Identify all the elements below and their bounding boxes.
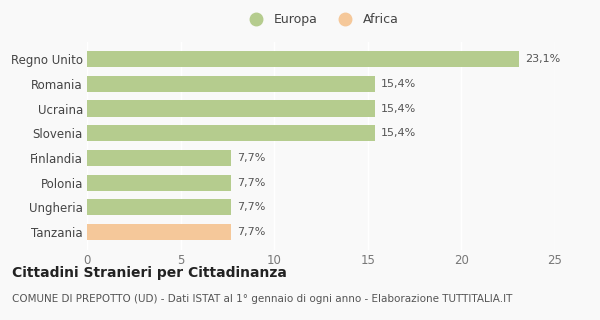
Bar	[87, 199, 231, 215]
Legend: Europa, Africa: Europa, Africa	[239, 8, 403, 31]
Bar	[87, 175, 231, 191]
Text: COMUNE DI PREPOTTO (UD) - Dati ISTAT al 1° gennaio di ogni anno - Elaborazione T: COMUNE DI PREPOTTO (UD) - Dati ISTAT al …	[12, 294, 512, 304]
Bar	[87, 224, 231, 240]
Bar	[87, 150, 231, 166]
Text: 7,7%: 7,7%	[237, 227, 265, 237]
Bar	[87, 76, 375, 92]
Bar	[87, 51, 520, 67]
Text: 7,7%: 7,7%	[237, 178, 265, 188]
Text: 15,4%: 15,4%	[381, 104, 416, 114]
Text: Cittadini Stranieri per Cittadinanza: Cittadini Stranieri per Cittadinanza	[12, 266, 287, 280]
Text: 23,1%: 23,1%	[525, 54, 560, 64]
Text: 15,4%: 15,4%	[381, 79, 416, 89]
Bar	[87, 100, 375, 116]
Bar	[87, 125, 375, 141]
Text: 7,7%: 7,7%	[237, 202, 265, 212]
Text: 15,4%: 15,4%	[381, 128, 416, 138]
Text: 7,7%: 7,7%	[237, 153, 265, 163]
